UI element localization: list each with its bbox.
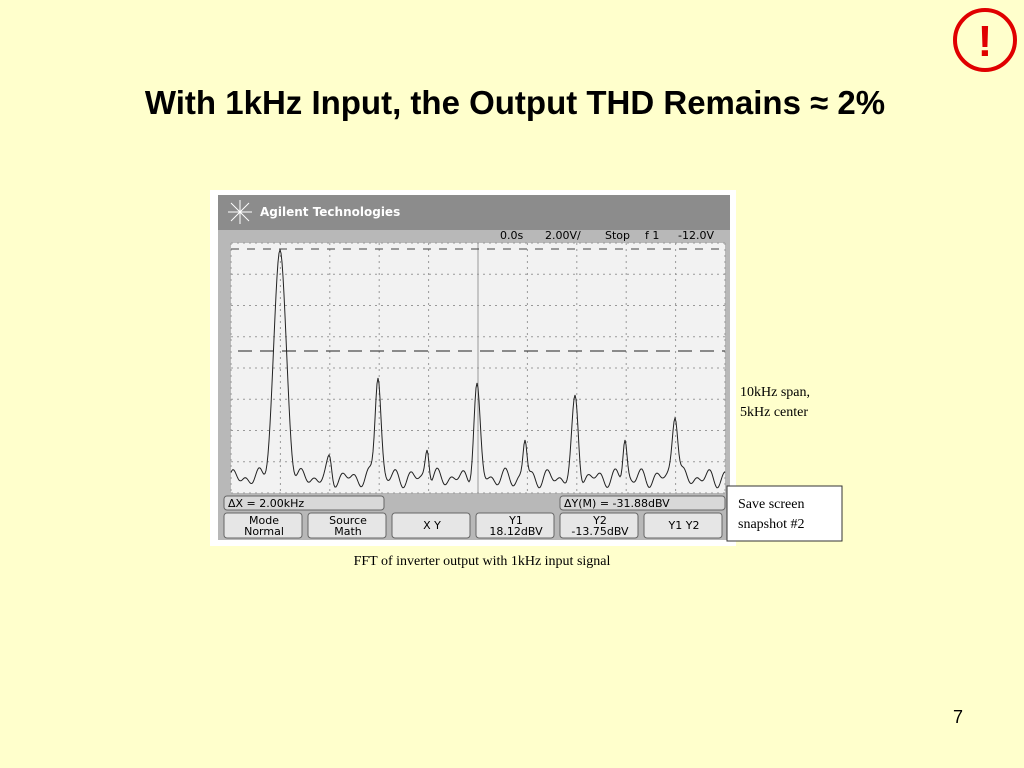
button-note: Save screen <box>738 497 804 512</box>
status-item: -12.0V <box>678 229 714 242</box>
softkey <box>475 512 555 539</box>
status-item: 2.00V/ <box>545 229 581 242</box>
delta-x-box <box>223 495 385 511</box>
alert-circle <box>953 8 1017 72</box>
softkey-label: Y1 <box>508 514 523 527</box>
status-item: Stop <box>605 229 630 242</box>
softkey-value: Math <box>334 525 362 538</box>
span-note: 10kHz span, <box>740 385 810 400</box>
delta-y: ΔY(M) = -31.88dBV <box>564 497 670 510</box>
softkey <box>391 512 471 539</box>
softkey-value: 18.12dBV <box>489 525 543 538</box>
fft-trace <box>230 248 726 489</box>
brand: Agilent Technologies <box>260 205 400 219</box>
slide-title: With 1kHz Input, the Output THD Remains … <box>145 84 885 121</box>
softkey-value: Normal <box>244 525 284 538</box>
softkey <box>643 512 723 539</box>
span-note: 5kHz center <box>740 405 808 420</box>
grid <box>230 242 726 494</box>
softkey-label: Y2 <box>592 514 607 527</box>
delta-x: ΔX = 2.00kHz <box>228 497 304 510</box>
softkey-label: Y1 Y2 <box>668 519 700 532</box>
softkey <box>223 512 303 539</box>
status-line: 0.0s 2.00V/Stop f 1 -12.0V <box>500 229 714 242</box>
status-item: f 1 <box>645 229 659 242</box>
page-number: 7 <box>953 707 963 727</box>
caption: FFT of inverter output with 1kHz input s… <box>354 554 611 569</box>
softkey-value: -13.75dBV <box>571 525 629 538</box>
softkey <box>559 512 639 539</box>
softkey-label: X Y <box>423 519 441 532</box>
softkey <box>307 512 387 539</box>
button-note: snapshot #2 <box>738 517 805 532</box>
status-item: 0.0s <box>500 229 523 242</box>
logo <box>228 200 252 224</box>
alert-icon: ! <box>978 17 993 66</box>
softkey-label: Mode <box>249 514 279 527</box>
note-box <box>726 485 843 542</box>
scope-screenshot: Agilent Technologies 0.0s 2.00V/Stop f 1 -1… <box>210 190 736 546</box>
softkey-label: Source <box>329 514 367 527</box>
header-band <box>218 195 730 230</box>
delta-y-box <box>559 495 726 511</box>
